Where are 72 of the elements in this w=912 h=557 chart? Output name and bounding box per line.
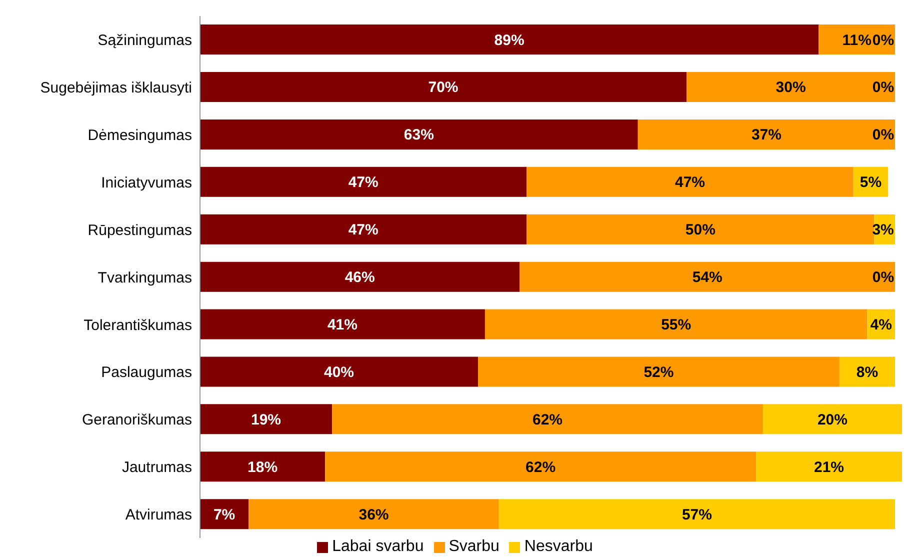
data-label: 47%: [674, 174, 706, 192]
data-label: 30%: [776, 79, 806, 96]
data-label: 0%: [872, 32, 894, 49]
bar: [200, 262, 520, 292]
bar: [526, 214, 874, 244]
bar: [200, 356, 478, 387]
y-tick-label: Tvarkingumas: [98, 269, 192, 286]
y-tick-label: Dėmesingumas: [88, 126, 192, 144]
y-tick-label: Paslaugumas: [101, 364, 192, 382]
bar: [248, 499, 499, 530]
legend-label: Labai svarbu: [332, 538, 424, 556]
bar: [200, 309, 485, 340]
data-label: 0%: [872, 269, 894, 286]
data-label: 70%: [428, 79, 458, 96]
data-label: 55%: [661, 316, 692, 334]
data-label: 62%: [526, 458, 556, 476]
data-label: 0%: [872, 79, 894, 96]
y-tick-label: Sugebėjimas išklausyti: [40, 80, 192, 97]
y-tick-label: Sąžiningumas: [98, 32, 192, 50]
data-label: 40%: [324, 364, 354, 381]
data-label: 20%: [817, 411, 848, 428]
data-label: 63%: [404, 126, 434, 144]
data-label: 62%: [532, 411, 563, 428]
bar: [332, 404, 763, 434]
bar: [200, 24, 819, 55]
data-label: 41%: [327, 316, 358, 334]
bar: [200, 499, 249, 530]
bar: [200, 119, 638, 150]
data-label: 37%: [751, 126, 782, 144]
data-label: 5%: [860, 174, 882, 192]
data-label: 46%: [344, 269, 375, 286]
data-label: 8%: [856, 364, 878, 381]
data-label: 7%: [213, 506, 236, 524]
data-label: 89%: [494, 32, 524, 49]
bar: [484, 309, 868, 340]
y-tick-label: Rūpestingumas: [88, 222, 192, 239]
bar: [325, 452, 756, 482]
data-label: 19%: [251, 411, 282, 428]
bar: [839, 356, 896, 387]
data-label: 4%: [870, 316, 892, 334]
data-label: 0%: [872, 126, 894, 144]
data-label: 21%: [814, 458, 844, 476]
data-label: 18%: [248, 458, 278, 476]
data-label: 52%: [644, 364, 674, 381]
bar: [686, 72, 896, 102]
data-label: 47%: [348, 222, 378, 239]
bar: [200, 72, 687, 102]
y-tick-label: Jautrumas: [122, 459, 192, 476]
y-tick-label: Iniciatyvumas: [101, 174, 192, 192]
data-label: 3%: [872, 222, 894, 239]
bar: [478, 356, 840, 387]
bar: [520, 262, 896, 292]
data-label: 54%: [692, 269, 722, 286]
bar: [638, 119, 896, 150]
bar: [756, 452, 902, 482]
bar: [762, 404, 902, 434]
legend-label: Nesvarbu: [524, 538, 593, 556]
data-label: 47%: [348, 174, 378, 192]
legend-label: Svarbu: [448, 538, 500, 556]
bar: [498, 499, 896, 530]
data-label: 11%: [842, 32, 872, 49]
y-tick-label: Atvirumas: [125, 506, 192, 524]
bar: [200, 214, 527, 244]
bar: [526, 166, 854, 197]
y-tick-label: Geranoriškumas: [82, 412, 192, 429]
data-label: 57%: [682, 506, 712, 524]
bar: [200, 166, 527, 197]
bar: [200, 404, 332, 434]
data-label: 50%: [685, 222, 716, 239]
data-label: 36%: [358, 506, 389, 524]
bar: [200, 452, 326, 482]
y-tick-label: Tolerantiškumas: [84, 316, 192, 334]
